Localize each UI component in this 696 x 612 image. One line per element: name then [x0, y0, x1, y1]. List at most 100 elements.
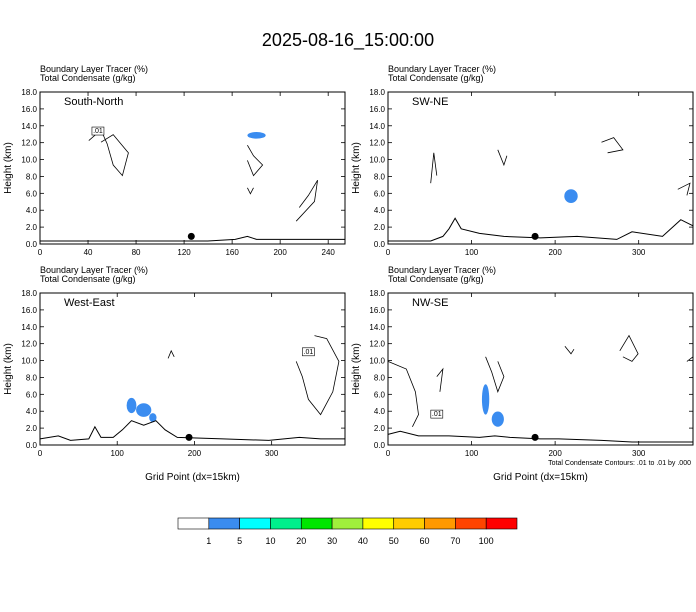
y-tick-label: 6.0 — [374, 189, 386, 198]
contour-label-box — [430, 409, 444, 419]
y-tick-label: 10.0 — [21, 357, 37, 366]
location-marker — [531, 433, 539, 441]
colorbar-label: 1 — [206, 536, 211, 546]
tracer-shading — [136, 403, 152, 417]
y-tick-label: 0.0 — [374, 441, 386, 450]
x-tick-label: 100 — [465, 449, 479, 458]
y-tick-label: 12.0 — [21, 340, 37, 349]
condensate-contour — [485, 356, 505, 393]
tracer-shading — [149, 413, 157, 423]
colorbar-label: 60 — [420, 536, 430, 546]
y-tick-label: 6.0 — [26, 390, 38, 399]
y-tick-label: 10.0 — [21, 156, 37, 165]
y-tick-label: 16.0 — [21, 306, 37, 315]
location-marker — [187, 232, 195, 240]
x-tick-label: 300 — [632, 449, 646, 458]
panel-label: SW-NE — [412, 96, 448, 108]
y-axis-label: Height (km) — [351, 343, 362, 395]
colorbar-swatch — [362, 517, 395, 530]
variable-label-tracer: Boundary Layer Tracer (%) — [388, 64, 496, 74]
y-tick-label: 4.0 — [26, 206, 38, 215]
y-axis-label: Height (km) — [3, 343, 14, 395]
y-tick-label: 8.0 — [374, 373, 386, 382]
y-tick-label: 4.0 — [374, 407, 386, 416]
condensate-contour — [247, 187, 254, 195]
condensate-contour — [387, 361, 419, 427]
plot-frame — [387, 292, 694, 446]
x-tick-label: 200 — [188, 449, 202, 458]
panel-west-east: Boundary Layer Tracer (%)Total Condensat… — [3, 265, 346, 483]
x-axis-label: Grid Point (dx=15km) — [145, 472, 240, 483]
contour-label: .01 — [93, 128, 103, 135]
colorbar-swatch — [393, 517, 425, 530]
x-tick-label: 80 — [132, 248, 141, 257]
colorbar-swatch — [424, 517, 456, 530]
colorbar-swatch — [239, 517, 271, 530]
condensate-contour — [295, 179, 318, 222]
x-tick-label: 0 — [38, 449, 43, 458]
variable-label-tracer: Boundary Layer Tracer (%) — [40, 64, 148, 74]
plot-frame — [39, 91, 346, 245]
x-tick-label: 160 — [225, 248, 239, 257]
variable-label-condensate: Total Condensate (g/kg) — [388, 274, 484, 284]
x-tick-label: 100 — [465, 248, 479, 257]
x-tick-label: 240 — [322, 248, 336, 257]
x-tick-label: 200 — [548, 248, 562, 257]
contour-label: .01 — [304, 349, 314, 356]
tracer-shading — [247, 131, 266, 139]
y-tick-label: 14.0 — [369, 122, 385, 131]
condensate-contour — [430, 152, 438, 184]
panels: Boundary Layer Tracer (%)Total Condensat… — [3, 64, 694, 483]
tracer-shading — [491, 411, 504, 427]
colorbar-swatch — [485, 517, 518, 530]
condensate-contour — [436, 367, 444, 392]
x-tick-label: 200 — [548, 449, 562, 458]
condensate-contour — [88, 129, 129, 177]
y-tick-label: 2.0 — [374, 223, 386, 232]
terrain-line — [387, 430, 693, 443]
y-tick-label: 16.0 — [21, 105, 37, 114]
x-tick-label: 0 — [386, 449, 391, 458]
y-tick-label: 0.0 — [26, 240, 38, 249]
y-tick-label: 12.0 — [369, 139, 385, 148]
y-tick-label: 18.0 — [369, 88, 385, 97]
colorbar-label: 40 — [358, 536, 368, 546]
terrain-line — [388, 217, 694, 242]
x-tick-label: 200 — [273, 248, 287, 257]
y-tick-label: 18.0 — [369, 289, 385, 298]
condensate-contour — [295, 335, 340, 416]
x-tick-label: 100 — [111, 449, 125, 458]
contour-note: Total Condensate Contours: .01 to .01 by… — [548, 460, 691, 467]
y-tick-label: 2.0 — [374, 424, 386, 433]
contour-label-box — [302, 347, 315, 357]
tracer-shading — [564, 189, 578, 203]
x-tick-label: 0 — [386, 248, 391, 257]
y-tick-label: 14.0 — [369, 323, 385, 332]
variable-label-condensate: Total Condensate (g/kg) — [40, 274, 136, 284]
colorbar: 1 5 10 20 30 40 50 60 70 100 — [177, 517, 518, 546]
y-tick-label: 12.0 — [369, 340, 385, 349]
colorbar-label: 100 — [479, 536, 494, 546]
y-tick-label: 14.0 — [21, 122, 37, 131]
contour-label: .01 — [432, 411, 442, 418]
y-tick-label: 18.0 — [21, 289, 37, 298]
y-tick-label: 8.0 — [26, 373, 38, 382]
condensate-contour — [677, 182, 691, 196]
y-tick-label: 8.0 — [26, 172, 38, 181]
y-tick-label: 10.0 — [369, 357, 385, 366]
location-marker — [185, 433, 193, 441]
location-marker — [531, 232, 539, 240]
y-tick-label: 6.0 — [26, 189, 38, 198]
y-axis-label: Height (km) — [3, 142, 14, 194]
panel-nw-se: Boundary Layer Tracer (%)Total Condensat… — [351, 265, 694, 483]
colorbar-swatch — [331, 517, 364, 530]
colorbar-label: 10 — [265, 536, 275, 546]
variable-label-condensate: Total Condensate (g/kg) — [388, 73, 484, 83]
colorbar-label: 20 — [296, 536, 306, 546]
y-tick-label: 18.0 — [21, 88, 37, 97]
terrain-line — [40, 235, 345, 242]
plot-frame — [39, 292, 346, 446]
panel-south-north: Boundary Layer Tracer (%)Total Condensat… — [3, 64, 346, 257]
y-tick-label: 2.0 — [26, 223, 38, 232]
